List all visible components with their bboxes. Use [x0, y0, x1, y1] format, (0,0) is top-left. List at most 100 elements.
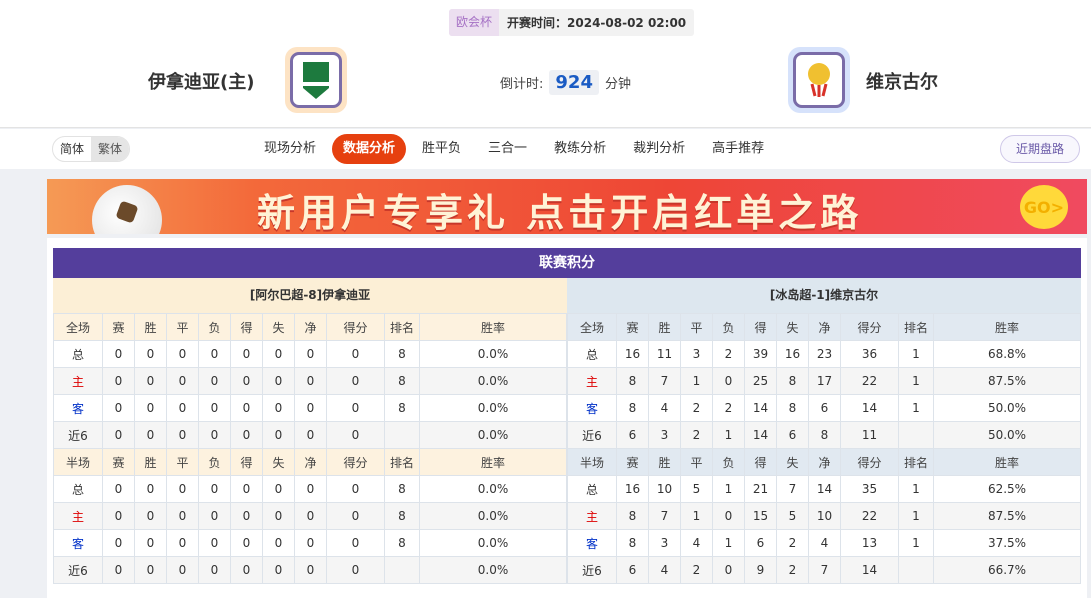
cell: 3 [648, 421, 681, 449]
promo-banner[interactable]: 新用户专享礼 点击开启红单之路 GO> [47, 179, 1087, 234]
nav-bar: 简体 繁体 现场分析 数据分析 胜平负 三合一 教练分析 裁判分析 高手推荐 近期盘路 [0, 129, 1091, 169]
column-header: 失 [776, 448, 809, 476]
tab-5[interactable]: 裁判分析 [633, 141, 686, 156]
cell: 3 [648, 529, 681, 557]
cell: 0 [230, 475, 263, 503]
cell: 10 [648, 475, 681, 503]
language-switch: 简体 繁体 [52, 136, 131, 162]
cell: 10 [808, 502, 841, 530]
cell: 16 [616, 340, 649, 368]
column-header: 平 [166, 313, 199, 341]
banner-text: 新用户专享礼 点击开启红单之路 [257, 191, 863, 234]
cell: 0 [294, 529, 327, 557]
cell: 0 [198, 556, 231, 584]
countdown: 倒计时: 924 分钟 [500, 70, 631, 95]
cell: 1 [680, 502, 713, 530]
cell: 0 [166, 529, 199, 557]
column-header: 平 [680, 448, 713, 476]
tab-4[interactable]: 教练分析 [554, 141, 607, 156]
cell: 0 [326, 556, 385, 584]
cell: 0 [134, 475, 167, 503]
away-team-name[interactable]: 维京古尔 [866, 72, 938, 93]
cell: 8 [616, 529, 649, 557]
table-row: 客 8 4 2 2 14 8 6 14 1 50.0% [567, 394, 1081, 422]
cell: 0 [326, 475, 385, 503]
cell: 6 [616, 556, 649, 584]
table-row: 主 8 7 1 0 25 8 17 22 1 87.5% [567, 367, 1081, 395]
column-header: 得分 [326, 448, 385, 476]
row-label: 主 [567, 367, 617, 395]
cell: 0 [326, 394, 385, 422]
cell: 7 [648, 367, 681, 395]
cell: 6 [744, 529, 777, 557]
row-label: 总 [53, 475, 103, 503]
column-header: 负 [198, 313, 231, 341]
cell: 0 [294, 556, 327, 584]
cell: 16 [776, 340, 809, 368]
cell: 0 [294, 421, 327, 449]
tab-2[interactable]: 胜平负 [422, 141, 462, 156]
cell: 0 [134, 421, 167, 449]
cell: 8 [384, 529, 420, 557]
row-label: 近6 [567, 556, 617, 584]
cell: 37.5% [933, 529, 1081, 557]
cell: 25 [744, 367, 777, 395]
cell: 0.0% [419, 502, 567, 530]
home-team-name[interactable]: 伊拿迪亚(主) [148, 72, 255, 93]
cell: 1 [712, 475, 745, 503]
column-header: 平 [680, 313, 713, 341]
tab-6[interactable]: 高手推荐 [712, 141, 765, 156]
home-team-logo[interactable] [285, 47, 347, 113]
column-header: 负 [712, 448, 745, 476]
recent-trend-button[interactable]: 近期盘路 [1000, 135, 1081, 163]
away-team-logo[interactable] [788, 47, 850, 113]
table-row: 近6 6 3 2 1 14 6 8 11 50.0% [567, 421, 1081, 449]
tab-3[interactable]: 三合一 [488, 141, 528, 156]
row-label: 近6 [567, 421, 617, 449]
column-header: 失 [776, 313, 809, 341]
tab-1[interactable]: 数据分析 [332, 134, 407, 164]
cell: 0 [198, 367, 231, 395]
cell: 39 [744, 340, 777, 368]
cell: 0 [262, 394, 295, 422]
section-label: 全场 [53, 313, 103, 341]
row-label: 近6 [53, 556, 103, 584]
column-header: 赛 [102, 448, 135, 476]
column-header-row: 半场赛胜平负得失净得分 排名 胜率 [567, 448, 1081, 476]
column-header: 胜 [648, 313, 681, 341]
cell: 0 [198, 529, 231, 557]
cell: 0 [198, 340, 231, 368]
column-header: 净 [294, 448, 327, 476]
cell: 0 [326, 340, 385, 368]
cell: 0 [102, 421, 135, 449]
analysis-tabs: 现场分析 数据分析 胜平负 三合一 教练分析 裁判分析 高手推荐 [253, 134, 780, 164]
tab-0[interactable]: 现场分析 [264, 141, 317, 156]
cell: 21 [744, 475, 777, 503]
table-row: 客 0 0 0 0 0 0 0 0 8 0.0% [53, 394, 567, 422]
column-header: 胜率 [933, 448, 1081, 476]
go-button[interactable]: GO> [1020, 185, 1068, 229]
cell: 8 [384, 394, 420, 422]
table-row: 总 16 10 5 1 21 7 14 35 1 62.5% [567, 475, 1081, 503]
cell: 0 [134, 556, 167, 584]
home-standings: [阿尔巴超-8]伊拿迪亚 全场赛胜平负得失净得分 排名 胜率总 0 0 0 0 0 0 0 0 8 0.… [53, 278, 567, 584]
column-header: 得 [230, 313, 263, 341]
league-tag[interactable]: 欧会杯 [449, 9, 500, 36]
cell: 0 [294, 340, 327, 368]
cell: 1 [712, 421, 745, 449]
cell: 11 [648, 340, 681, 368]
cell: 0 [262, 556, 295, 584]
column-header-row: 全场赛胜平负得失净得分 排名 胜率 [53, 313, 567, 341]
cell: 0 [294, 475, 327, 503]
cell [384, 421, 420, 449]
cell: 1 [898, 394, 934, 422]
cell: 15 [744, 502, 777, 530]
row-label: 主 [567, 502, 617, 530]
column-header: 得 [230, 448, 263, 476]
cell: 1 [680, 367, 713, 395]
lang-traditional[interactable]: 繁体 [91, 137, 130, 161]
cell: 0 [166, 421, 199, 449]
table-row: 总 0 0 0 0 0 0 0 0 8 0.0% [53, 475, 567, 503]
column-header-row: 全场赛胜平负得失净得分 排名 胜率 [567, 313, 1081, 341]
lang-simplified[interactable]: 简体 [60, 142, 85, 156]
